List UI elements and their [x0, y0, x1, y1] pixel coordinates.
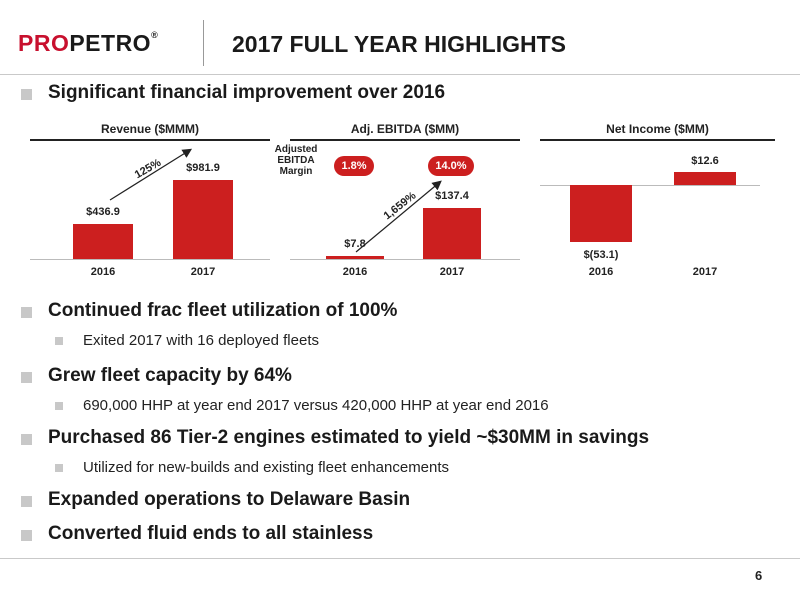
page-number: 6: [755, 568, 763, 583]
bullet-square-icon: [21, 496, 32, 507]
net-income-bar-2017: [674, 172, 736, 185]
net-income-x-2016: 2016: [588, 266, 614, 278]
net-income-chart-title: Net Income ($MM): [606, 122, 709, 136]
revenue-x-2017: 2017: [190, 266, 216, 278]
sub-bullet-square-icon: [55, 337, 63, 345]
net-income-label-2016: $(53.1): [583, 249, 619, 261]
ebitda-bar-2017: [423, 208, 481, 259]
bullet-square-icon: [21, 89, 32, 100]
bullet-square-icon: [21, 372, 32, 383]
ebitda-chart-title: Adj. EBITDA ($MM): [350, 122, 460, 136]
revenue-chart-rule: [30, 139, 270, 141]
net-income-baseline: [540, 185, 760, 186]
sub-bullet-hhp: 690,000 HHP at year end 2017 versus 420,…: [83, 397, 549, 414]
net-income-label-2017: $12.6: [691, 155, 719, 167]
bullet-fleet-utilization: Continued frac fleet utilization of 100%: [48, 300, 398, 321]
ebitda-x-2017: 2017: [439, 266, 465, 278]
ebitda-margin-2016-pill: 1.8%: [334, 156, 374, 176]
bullet-fluid-ends: Converted fluid ends to all stainless: [48, 523, 374, 544]
revenue-bar-2016: [73, 224, 133, 259]
footer-rule: [0, 558, 800, 559]
bullet-fleet-capacity: Grew fleet capacity by 64%: [48, 365, 292, 386]
bullet-square-icon: [21, 434, 32, 445]
ebitda-label-2016: $7.8: [344, 238, 366, 250]
net-income-x-2017: 2017: [692, 266, 718, 278]
ebitda-margin-2017-pill: 14.0%: [428, 156, 474, 176]
revenue-label-2017: $981.9: [186, 162, 220, 174]
header-rule: [0, 74, 800, 75]
bullet-financial-improvement: Significant financial improvement over 2…: [48, 82, 446, 103]
bullet-tier2-engines: Purchased 86 Tier-2 engines estimated to…: [48, 427, 650, 448]
sub-bullet-new-builds: Utilized for new-builds and existing fle…: [83, 459, 450, 476]
net-income-bar-2016: [570, 185, 632, 242]
slide-title: 2017 FULL YEAR HIGHLIGHTS: [232, 31, 566, 57]
revenue-label-2016: $436.9: [86, 206, 120, 218]
ebitda-margin-label: Adjusted EBITDA Margin: [274, 144, 318, 177]
revenue-chart-title: Revenue ($MMM): [100, 122, 199, 136]
ebitda-baseline: [290, 259, 520, 260]
bullet-square-icon: [21, 307, 32, 318]
ebitda-label-2017: $137.4: [435, 190, 469, 202]
header-divider: [203, 20, 204, 66]
propetro-logo: PROPETRO®: [18, 30, 159, 56]
ebitda-x-2016: 2016: [342, 266, 368, 278]
bullet-square-icon: [21, 530, 32, 541]
revenue-bar-2017: [173, 180, 233, 259]
revenue-x-2016: 2016: [90, 266, 116, 278]
sub-bullet-square-icon: [55, 402, 63, 410]
revenue-baseline: [30, 259, 270, 260]
ebitda-bar-2016: [326, 256, 384, 259]
sub-bullet-deployed-fleets: Exited 2017 with 16 deployed fleets: [83, 332, 319, 349]
ebitda-chart-rule: [290, 139, 520, 141]
net-income-chart-rule: [540, 139, 775, 141]
sub-bullet-square-icon: [55, 464, 63, 472]
bullet-delaware-basin: Expanded operations to Delaware Basin: [48, 489, 411, 510]
